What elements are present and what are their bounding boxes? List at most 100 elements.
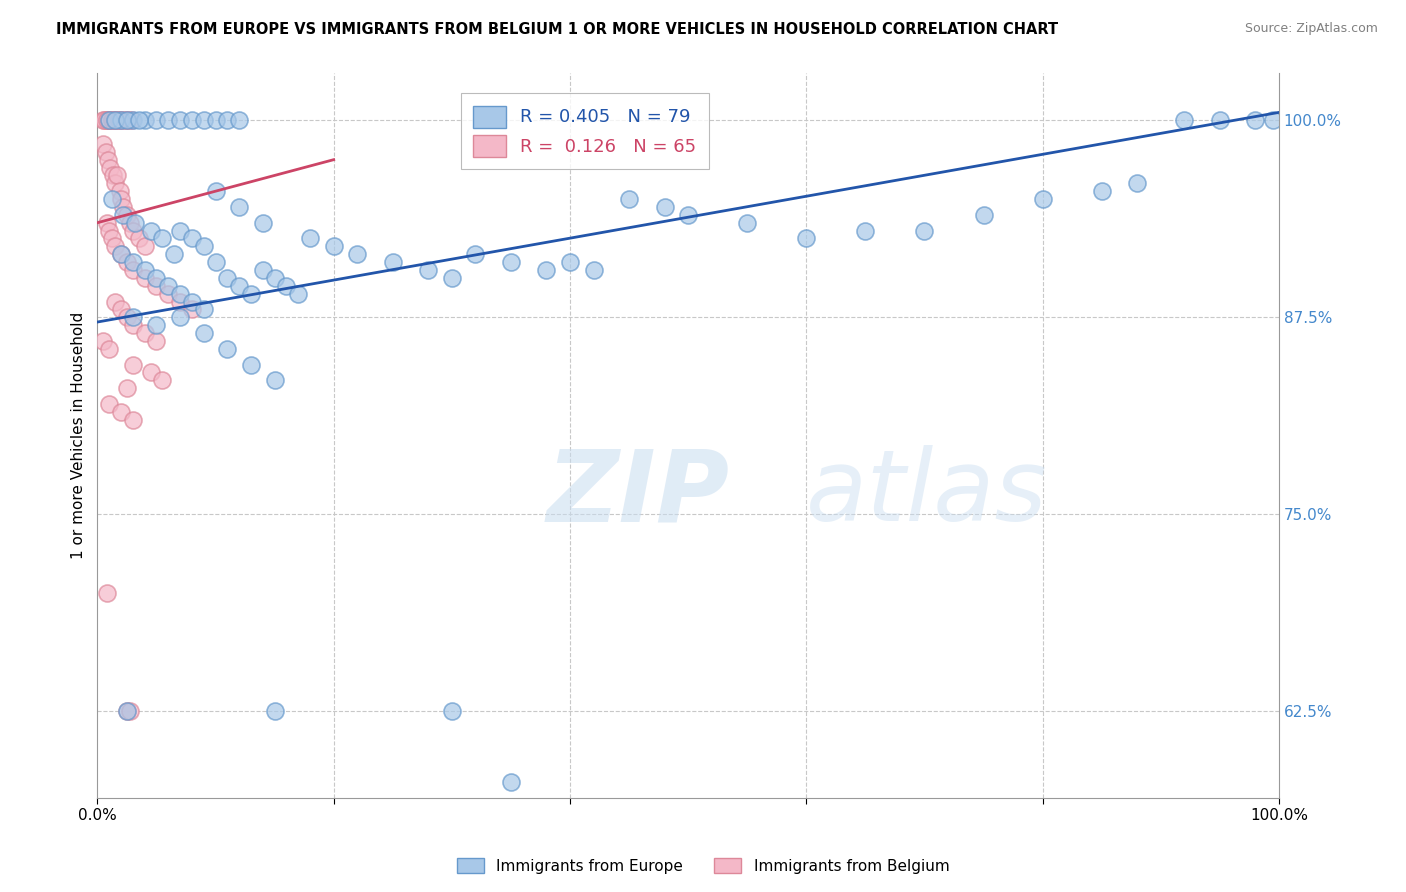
Point	[98, 342, 121, 356]
Point	[418, 263, 440, 277]
Point	[112, 208, 135, 222]
Point	[101, 113, 124, 128]
Point	[111, 113, 134, 128]
Point	[115, 113, 138, 128]
Point	[97, 153, 120, 167]
Point	[193, 239, 215, 253]
Point	[128, 231, 150, 245]
Point	[1209, 113, 1232, 128]
Point	[101, 169, 124, 183]
Point	[536, 263, 558, 277]
Point	[180, 302, 202, 317]
Point	[1244, 113, 1267, 128]
Point	[100, 192, 122, 206]
Point	[239, 286, 262, 301]
Point	[108, 113, 131, 128]
Text: IMMIGRANTS FROM EUROPE VS IMMIGRANTS FROM BELGIUM 1 OR MORE VEHICLES IN HOUSEHOL: IMMIGRANTS FROM EUROPE VS IMMIGRANTS FRO…	[56, 22, 1059, 37]
Point	[276, 278, 298, 293]
Point	[228, 200, 250, 214]
Point	[1126, 177, 1149, 191]
Point	[193, 326, 215, 340]
Point	[204, 184, 226, 198]
Point	[107, 113, 129, 128]
Point	[115, 381, 138, 395]
Point	[228, 113, 250, 128]
Point	[110, 192, 132, 206]
Point	[94, 145, 117, 159]
Point	[121, 358, 143, 372]
Point	[104, 239, 127, 253]
Point	[96, 216, 118, 230]
Point	[110, 247, 132, 261]
Point	[134, 326, 156, 340]
Point	[217, 113, 239, 128]
Point	[115, 255, 138, 269]
Point	[180, 231, 202, 245]
Point	[115, 704, 138, 718]
Point	[263, 373, 285, 387]
Point	[169, 310, 191, 325]
Point	[180, 113, 202, 128]
Point	[582, 263, 605, 277]
Point	[228, 278, 250, 293]
Point	[676, 208, 699, 222]
Point	[1261, 113, 1284, 128]
Point	[98, 224, 121, 238]
Point	[121, 310, 143, 325]
Point	[105, 113, 128, 128]
Point	[108, 184, 131, 198]
Point	[110, 405, 132, 419]
Point	[98, 113, 121, 128]
Point	[263, 271, 285, 285]
Legend: R = 0.405   N = 79, R =  0.126   N = 65: R = 0.405 N = 79, R = 0.126 N = 65	[461, 93, 709, 169]
Point	[499, 255, 522, 269]
Point	[193, 113, 215, 128]
Point	[121, 318, 143, 333]
Point	[252, 216, 274, 230]
Point	[794, 231, 817, 245]
Point	[299, 231, 322, 245]
Point	[239, 358, 262, 372]
Text: atlas: atlas	[806, 445, 1047, 542]
Point	[180, 294, 202, 309]
Point	[114, 113, 136, 128]
Point	[110, 302, 132, 317]
Point	[157, 286, 180, 301]
Point	[94, 113, 117, 128]
Point	[107, 113, 129, 128]
Point	[110, 247, 132, 261]
Point	[96, 586, 118, 600]
Point	[121, 255, 143, 269]
Point	[104, 113, 127, 128]
Point	[104, 177, 127, 191]
Point	[134, 263, 156, 277]
Point	[145, 278, 167, 293]
Point	[150, 373, 173, 387]
Point	[128, 113, 150, 128]
Point	[115, 310, 138, 325]
Point	[91, 136, 114, 151]
Point	[97, 113, 120, 128]
Point	[110, 113, 132, 128]
Point	[120, 216, 142, 230]
Point	[100, 113, 122, 128]
Point	[914, 224, 936, 238]
Point	[145, 271, 167, 285]
Point	[440, 271, 463, 285]
Point	[124, 216, 146, 230]
Point	[145, 318, 167, 333]
Point	[112, 200, 135, 214]
Point	[853, 224, 876, 238]
Point	[558, 255, 581, 269]
Point	[145, 334, 167, 348]
Point	[322, 239, 344, 253]
Point	[169, 224, 191, 238]
Point	[118, 113, 141, 128]
Point	[464, 247, 486, 261]
Point	[381, 255, 404, 269]
Text: ZIP: ZIP	[547, 445, 730, 542]
Point	[157, 278, 180, 293]
Point	[150, 231, 173, 245]
Point	[440, 704, 463, 718]
Text: Source: ZipAtlas.com: Source: ZipAtlas.com	[1244, 22, 1378, 36]
